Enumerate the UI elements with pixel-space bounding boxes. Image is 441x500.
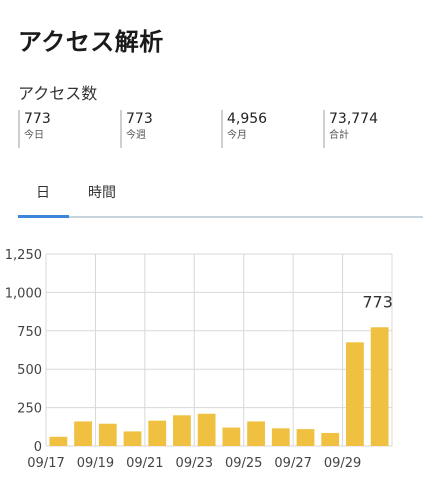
bar-09/25 <box>247 421 265 446</box>
y-tick-label: 250 <box>17 402 42 417</box>
access-count-label: アクセス数 <box>18 84 98 103</box>
stat-month-value: 4,956 <box>227 111 268 127</box>
bar-09/21 <box>148 420 167 446</box>
y-tick-label: 1,250 <box>5 248 42 263</box>
y-tick-label: 0 <box>34 440 42 455</box>
stats-row: 773 今日 773 今週 4,956 今月 73,774 合計 <box>18 110 423 148</box>
stat-today: 773 今日 <box>18 110 51 148</box>
bar-09/30 <box>370 327 389 446</box>
bar-09/27 <box>296 429 315 446</box>
y-tick-label: 500 <box>17 363 42 378</box>
stat-total: 73,774 合計 <box>323 110 378 148</box>
stat-week-label: 今週 <box>126 130 146 141</box>
tab-hour[interactable]: 時間 <box>88 185 116 201</box>
tab-active-indicator <box>18 215 69 218</box>
y-tick-label: 750 <box>17 325 42 340</box>
tab-bar: 日 時間 <box>18 172 423 218</box>
bar-09/24 <box>222 427 241 446</box>
stat-week-value: 773 <box>126 111 153 127</box>
y-tick-label: 1,000 <box>5 286 42 301</box>
bar-09/28 <box>321 432 340 446</box>
stat-total-value: 73,774 <box>329 111 378 127</box>
bar-09/26 <box>271 428 290 446</box>
x-tick-label: 09/17 <box>27 456 64 471</box>
stat-today-label: 今日 <box>24 130 44 141</box>
stat-month: 4,956 今月 <box>221 110 267 148</box>
bar-09/17 <box>49 436 68 446</box>
page-title: アクセス解析 <box>18 28 164 56</box>
x-tick-label: 09/19 <box>77 456 114 471</box>
x-tick-label: 09/21 <box>126 456 163 471</box>
bar-09/29 <box>346 342 364 446</box>
bar-09/23 <box>197 413 216 446</box>
stat-today-value: 773 <box>24 111 51 127</box>
x-tick-label: 09/29 <box>324 456 361 471</box>
x-tick-label: 09/27 <box>274 456 311 471</box>
x-tick-label: 09/25 <box>225 456 262 471</box>
access-bar-chart: 0 250 500 750 1,000 1,250 09/17 09/19 09/21 09/23… <box>5 248 393 471</box>
bar-09/22 <box>173 415 191 446</box>
bar-09/20 <box>123 431 142 446</box>
bar-09/19 <box>98 423 117 446</box>
stat-week: 773 今週 <box>120 110 153 148</box>
bar-09/18 <box>74 421 92 446</box>
x-tick-label: 09/23 <box>176 456 213 471</box>
data-label-latest: 773 <box>362 292 393 311</box>
tab-day[interactable]: 日 <box>36 185 50 201</box>
stat-month-label: 今月 <box>227 130 247 141</box>
stat-total-label: 合計 <box>329 130 349 141</box>
